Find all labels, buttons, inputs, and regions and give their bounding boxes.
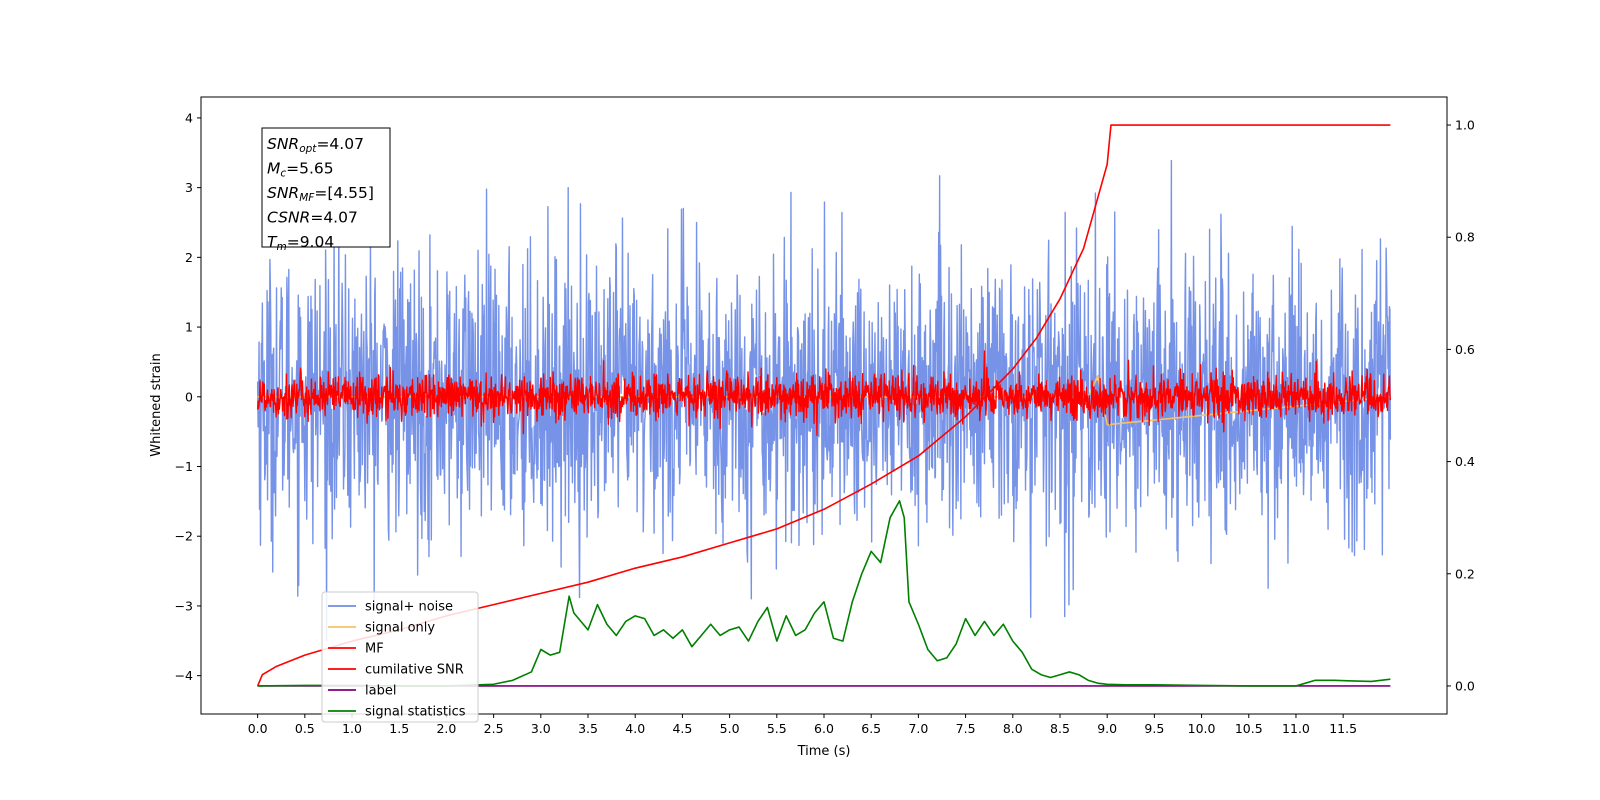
legend: signal+ noise signal only MF cumilative SNR… [321,591,479,723]
x-tick-label: 10.0 [1188,721,1216,736]
x-tick-label: 0.0 [248,721,268,736]
y2-tick-label: 0.2 [1455,566,1475,581]
x-tick-label: 8.0 [1003,721,1023,736]
y-tick-label: −4 [175,668,193,683]
series-signal-statistics [257,500,1391,687]
y-tick-label: −1 [175,459,193,474]
x-tick-label: 6.0 [814,721,834,736]
axes-layer: 0.0 0.5 1.0 1.5 2.0 2.5 3.0 3.5 4.0 4.5 5.0 5.5 6.0 6… [175,110,1475,736]
legend-entry: label [365,684,396,699]
annotation-frame [261,127,391,248]
y-tick-label: 3 [185,180,193,195]
x-tick-label: 7.5 [956,721,976,736]
x-tick-label: 2.5 [484,721,504,736]
y-tick-label: 0 [185,389,193,404]
legend-frame [321,591,479,723]
x-tick-label: 11.5 [1329,721,1357,736]
y2-tick-label: 0.0 [1455,678,1475,693]
annotation-line: SNRMF=[4.55] [267,184,374,204]
annotation-box: SNRopt=4.07 Mc=5.65 SNRMF=[4.55] CSNR=4.07 T… [261,127,391,253]
legend-entry: signal only [365,621,435,636]
x-tick-label: 1.5 [389,721,409,736]
annotation-line: SNRopt=4.07 [267,135,364,155]
x-tick-label: 0.5 [295,721,315,736]
x-tick-label: 11.0 [1282,721,1310,736]
x-tick-label: 9.0 [1097,721,1117,736]
x-axis-label: Time (s) [797,744,851,759]
x-tick-label: 8.5 [1050,721,1070,736]
legend-entry: signal+ noise [365,600,453,615]
legend-entry: signal statistics [365,705,466,720]
y2-tick-label: 0.6 [1455,342,1475,357]
x-tick-label: 2.0 [436,721,456,736]
y-tick-label: −3 [175,598,193,613]
y-tick-label: 4 [185,110,193,125]
x-tick-label: 3.0 [531,721,551,736]
y-tick-label: 1 [185,320,193,335]
annotation-line: Mc=5.65 [267,160,334,180]
legend-entry: MF [365,642,384,657]
annotation-line: CSNR=4.07 [267,209,358,227]
x-tick-label: 7.0 [908,721,928,736]
y2-tick-label: 1.0 [1455,118,1475,133]
x-tick-label: 5.5 [767,721,787,736]
x-tick-label: 3.5 [578,721,598,736]
y-axis-label: Whitened strain [149,353,164,456]
y2-tick-label: 0.8 [1455,230,1475,245]
legend-entry: cumilative SNR [365,663,464,678]
y2-tick-label: 0.4 [1455,454,1475,469]
x-tick-label: 5.0 [720,721,740,736]
x-tick-label: 6.5 [861,721,881,736]
x-tick-label: 1.0 [342,721,362,736]
annotation-line: Tm=9.04 [267,233,334,253]
y-tick-label: −2 [175,529,193,544]
y-tick-label: 2 [185,250,193,265]
x-tick-label: 9.5 [1144,721,1164,736]
x-tick-label: 4.5 [672,721,692,736]
x-tick-label: 10.5 [1235,721,1263,736]
series-mf [256,350,1392,436]
x-tick-label: 4.0 [625,721,645,736]
